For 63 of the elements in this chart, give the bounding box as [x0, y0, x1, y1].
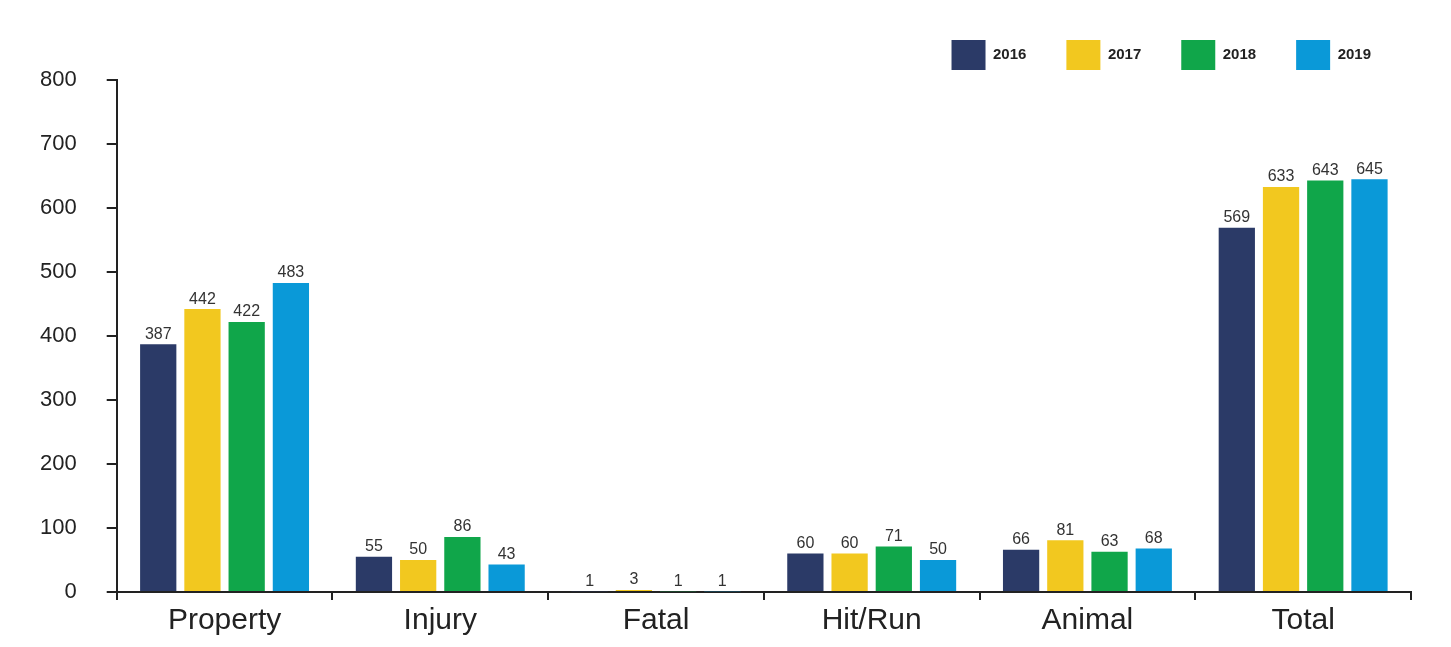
y-tick-label: 400: [39, 322, 77, 348]
data-label: 3: [629, 570, 639, 588]
bar: [400, 560, 437, 591]
y-tick-label: 100: [39, 514, 77, 540]
data-label: 1: [585, 571, 595, 589]
legend-label: 2016: [993, 45, 1027, 63]
data-label: 645: [1356, 159, 1383, 177]
data-label: 71: [884, 526, 903, 544]
bar: [444, 536, 481, 591]
data-label: 60: [796, 534, 815, 552]
data-label: 569: [1223, 208, 1251, 226]
x-tick-label: Animal: [1041, 602, 1134, 636]
y-tick-label: 700: [39, 130, 77, 156]
data-label: 50: [929, 540, 948, 558]
data-label: 60: [840, 534, 859, 552]
data-label: 442: [189, 289, 216, 307]
x-tick-label: Property: [167, 602, 282, 636]
y-tick-label: 800: [39, 66, 77, 92]
data-label: 55: [365, 537, 383, 555]
bar: [1091, 551, 1128, 591]
data-label: 1: [717, 571, 727, 589]
bar: [1135, 548, 1172, 591]
data-label: 81: [1056, 520, 1075, 538]
legend-label: 2018: [1222, 45, 1257, 63]
y-tick-label: 300: [39, 386, 77, 412]
bar: [919, 560, 957, 591]
data-label: 387: [144, 324, 172, 342]
data-label: 483: [277, 263, 305, 281]
x-tick-label: Hit/Run: [821, 602, 922, 636]
bar: [1351, 179, 1388, 591]
bar: [228, 321, 265, 591]
bar: [1002, 549, 1040, 591]
data-label: 633: [1267, 167, 1295, 185]
data-label: 50: [409, 540, 428, 558]
bar: [875, 546, 912, 591]
x-tick-label: Fatal: [622, 602, 690, 636]
bar: [140, 344, 177, 591]
data-label: 66: [1012, 530, 1031, 548]
bar: [1218, 227, 1255, 591]
bar: [1262, 186, 1300, 591]
y-tick-label: 200: [39, 450, 77, 476]
bar: [488, 564, 525, 591]
data-label: 63: [1100, 532, 1119, 550]
data-label: 86: [453, 517, 472, 535]
y-tick-label: 600: [39, 194, 77, 220]
bar: [831, 553, 868, 591]
x-tick-label: Total: [1271, 602, 1335, 636]
data-label: 43: [497, 544, 516, 562]
data-label: 1: [673, 571, 683, 589]
data-label: 643: [1311, 160, 1339, 178]
bar: [1047, 540, 1084, 591]
bar: [1307, 180, 1344, 591]
bar: [184, 309, 221, 591]
data-label: 68: [1144, 528, 1163, 546]
x-tick-label: Injury: [403, 602, 477, 636]
y-tick-label: 0: [64, 578, 77, 604]
legend-label: 2017: [1107, 45, 1142, 63]
legend-label: 2019: [1337, 45, 1372, 63]
data-label: 422: [233, 302, 261, 320]
bar: [355, 556, 393, 591]
bar: [787, 553, 824, 591]
bar: [272, 282, 310, 591]
y-tick-label: 500: [39, 258, 77, 284]
